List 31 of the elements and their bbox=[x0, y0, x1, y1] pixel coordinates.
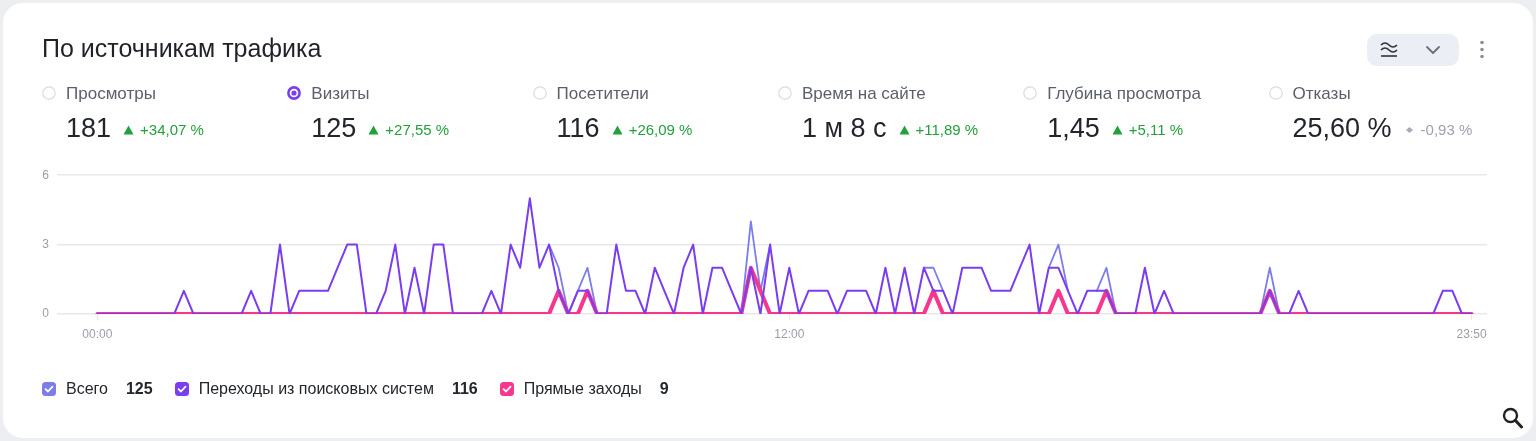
text: +26,09 % bbox=[628, 121, 693, 139]
text: +11,89 % bbox=[915, 121, 979, 139]
text: 125 bbox=[125, 380, 153, 398]
text: 125 bbox=[311, 112, 357, 144]
text: +27,55 % bbox=[385, 121, 450, 139]
y-tick-label: 0 bbox=[42, 306, 50, 321]
chart-title: По источникам трафика bbox=[42, 34, 322, 62]
text: Время на сайте bbox=[801, 84, 926, 104]
text: 181 bbox=[66, 112, 112, 144]
text: 116 bbox=[451, 380, 478, 398]
legend-label: Переходы из поисковых систем bbox=[198, 380, 434, 398]
y-tick-label: 3 bbox=[42, 236, 50, 251]
text: +5,11 % bbox=[1128, 121, 1184, 139]
text: Посетители bbox=[556, 84, 649, 104]
x-tick-label: 12:00 bbox=[774, 326, 805, 341]
text: 25,60 % bbox=[1292, 112, 1392, 144]
text: Визиты bbox=[311, 84, 370, 104]
text: 9 bbox=[659, 380, 669, 398]
legend-label: Всего bbox=[66, 380, 108, 398]
x-tick-label: 23:50 bbox=[1456, 326, 1487, 341]
text: 116 bbox=[556, 112, 600, 144]
text: Просмотры bbox=[66, 84, 156, 104]
text: Глубина просмотра bbox=[1047, 84, 1201, 104]
text: 1 м 8 с bbox=[801, 112, 887, 144]
legend-label: Прямые заходы bbox=[523, 380, 642, 398]
text: +34,07 % bbox=[140, 121, 204, 139]
text: 1,45 bbox=[1047, 112, 1100, 144]
x-tick-label: 00:00 bbox=[82, 326, 113, 341]
y-tick-label: 6 bbox=[42, 167, 50, 182]
text: -0,93 % bbox=[1420, 121, 1473, 139]
text: Отказы bbox=[1292, 84, 1351, 104]
